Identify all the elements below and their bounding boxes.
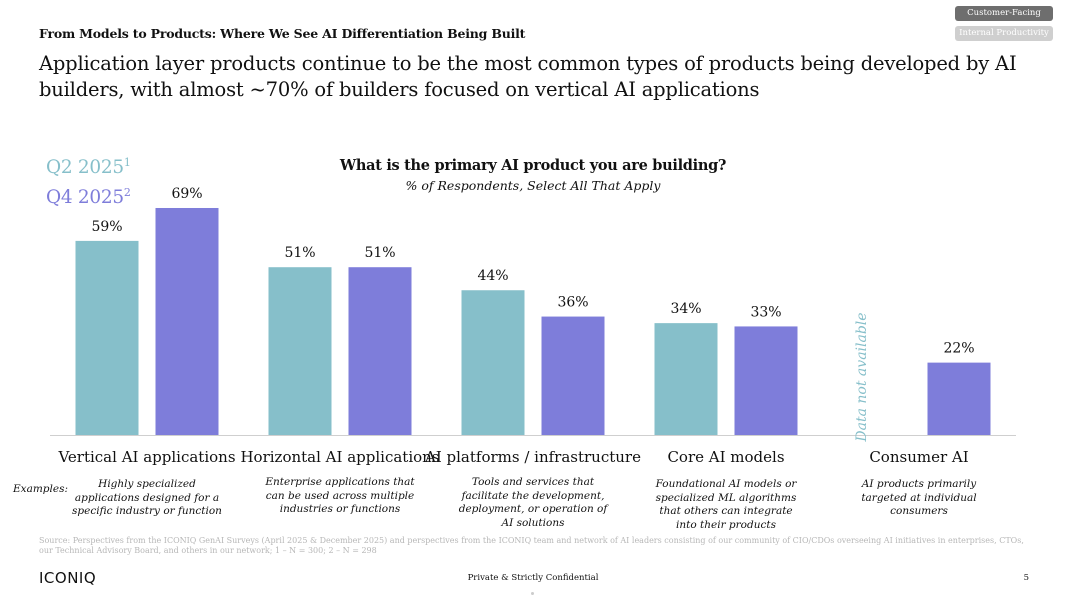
bar-core-ai-models-q4-2025[interactable] [734,326,798,435]
category-label-horizontal-ai-applications: Horizontal AI applications [240,448,439,466]
bar-vertical-ai-applications-q2-2025[interactable] [75,240,139,435]
legend-q4-2025-footnote: 2 [123,186,131,199]
iconiq-logo: ICONIQ [39,569,97,587]
value-label-ai-platforms-infrastructure-q2-2025: 44% [477,268,508,284]
example-text-vertical-ai-applications: Highly specialized applications designed… [72,478,222,517]
legend-q4-2025-label: Q4 2025 [46,187,124,208]
bar-horizontal-ai-applications-q2-2025[interactable] [268,267,332,435]
bar-ai-platforms-infrastructure-q4-2025[interactable] [541,316,605,435]
example-text-core-ai-models: Foundational AI models or specialized ML… [655,478,797,531]
example-text-consumer-ai: AI products primarily targeted at indivi… [861,478,977,517]
category-label-vertical-ai-applications: Vertical AI applications [57,448,235,466]
value-label-core-ai-models-q2-2025: 34% [670,301,701,317]
examples-label: Examples: [13,483,69,495]
chart-subtitle: % of Respondents, Select All That Apply [405,178,661,193]
example-text-ai-platforms-infrastructure: Tools and services that facilitate the d… [458,476,608,529]
section-title: From Models to Products: Where We See AI… [39,26,526,41]
value-label-horizontal-ai-applications-q2-2025: 51% [284,245,315,261]
legend-q2-2025: Q2 20251 [46,156,131,178]
value-label-vertical-ai-applications-q2-2025: 59% [91,219,122,235]
decorative-dot [531,592,534,595]
category-label-consumer-ai: Consumer AI [869,448,968,466]
example-text-horizontal-ai-applications: Enterprise applications that can be used… [265,476,415,515]
bar-vertical-ai-applications-q4-2025[interactable] [155,207,219,435]
bar-consumer-ai-q4-2025[interactable] [927,362,991,435]
page-number: 5 [1023,573,1029,583]
category-label-core-ai-models: Core AI models [667,448,784,466]
legend-q4-2025: Q4 20252 [46,186,131,208]
value-label-vertical-ai-applications-q4-2025: 69% [171,186,202,202]
value-label-core-ai-models-q4-2025: 33% [750,304,781,320]
source-note: Source: Perspectives from the ICONIQ Gen… [39,536,1024,555]
value-label-consumer-ai-q4-2025: 22% [943,341,974,357]
confidentiality-note: Private & Strictly Confidential [467,573,599,583]
legend-q2-2025-label: Q2 2025 [46,157,124,178]
bar-horizontal-ai-applications-q4-2025[interactable] [348,267,412,435]
legend-q2-2025-footnote: 1 [123,156,131,169]
value-label-ai-platforms-infrastructure-q4-2025: 36% [557,295,588,311]
headline: Application layer products continue to b… [39,52,1017,101]
not-available-label-consumer-ai: Data not available [854,312,870,442]
value-label-horizontal-ai-applications-q4-2025: 51% [364,245,395,261]
tab-internal-productivity[interactable]: Internal Productivity [955,26,1053,41]
bar-ai-platforms-infrastructure-q2-2025[interactable] [461,290,525,435]
bar-core-ai-models-q2-2025[interactable] [654,323,718,435]
category-label-ai-platforms-infrastructure: AI platforms / infrastructure [424,448,641,466]
chart-title: What is the primary AI product you are b… [339,157,727,174]
